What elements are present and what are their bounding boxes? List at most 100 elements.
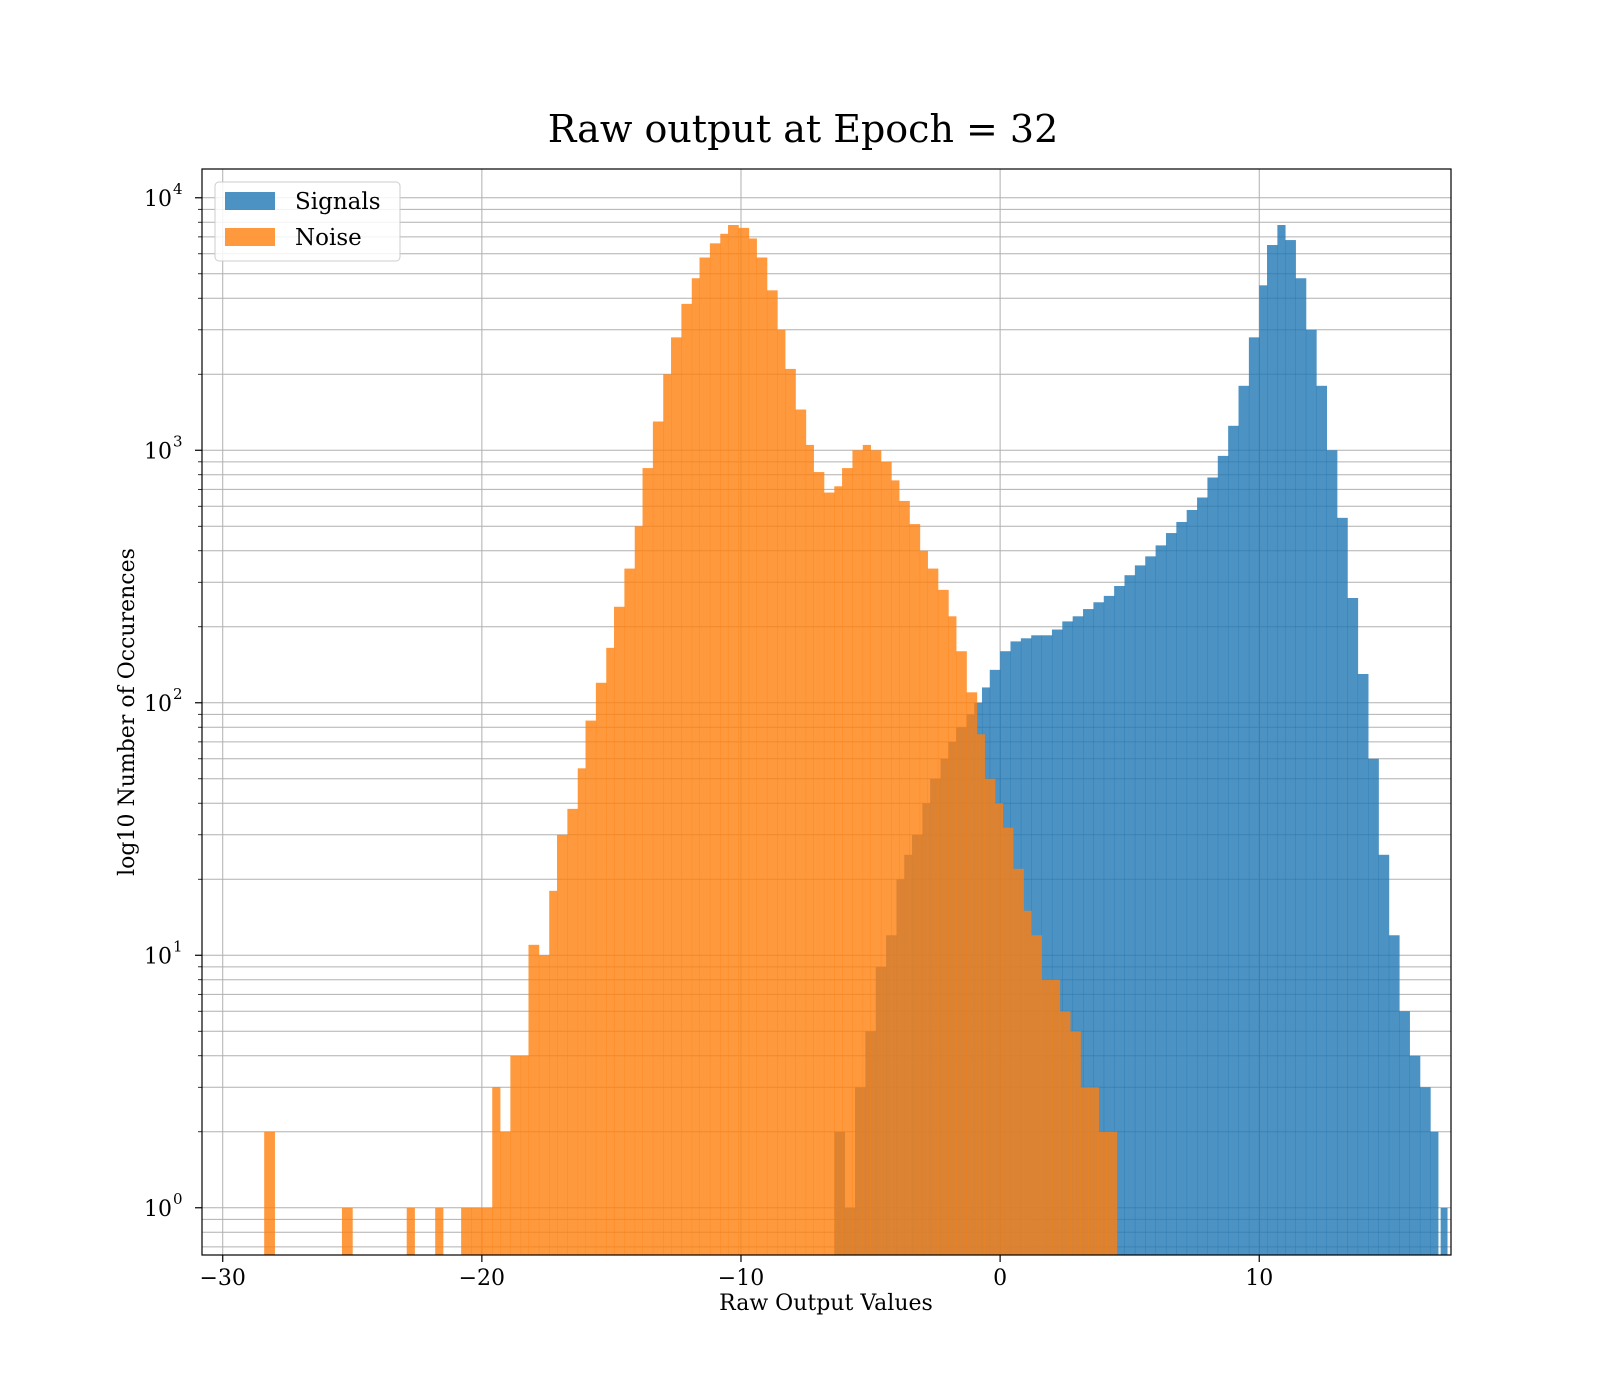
- bar-noise-14: [557, 834, 568, 1255]
- bar-noise-50: [899, 500, 910, 1255]
- bar-noise-37: [777, 329, 786, 1255]
- bar-noise-41: [813, 472, 825, 1255]
- bar-signals-23: [1051, 629, 1063, 1255]
- bar-signals-46: [1285, 240, 1296, 1256]
- y-tick-label-2: 10: [144, 692, 172, 717]
- bar-noise-19: [606, 647, 615, 1255]
- bar-signals-60: [1430, 1131, 1439, 1255]
- x-tick-label-1: −20: [459, 1266, 505, 1291]
- bar-signals-33: [1155, 545, 1167, 1255]
- bar-noise-46: [862, 444, 871, 1255]
- bar-signals-48: [1305, 329, 1317, 1255]
- y-tick-exponent-4: 4: [173, 180, 183, 198]
- bar-noise-65: [1041, 979, 1053, 1255]
- bar-signals-50: [1326, 450, 1338, 1256]
- bar-noise-34: [748, 238, 757, 1255]
- bar-noise-26: [671, 337, 682, 1256]
- bar-signals-34: [1165, 533, 1177, 1255]
- bar-noise-58: [976, 734, 985, 1255]
- bar-noise-17: [585, 720, 597, 1255]
- bar-noise-39: [795, 409, 807, 1255]
- bar-noise-5: [471, 1207, 483, 1255]
- x-tick-label-4: 10: [1245, 1266, 1273, 1291]
- bar-noise-45: [852, 450, 864, 1256]
- bar-noise-44: [842, 468, 853, 1256]
- bar-noise-36: [766, 290, 778, 1255]
- bar-noise-70: [1088, 1087, 1099, 1255]
- bar-noise-62: [1013, 868, 1024, 1255]
- bar-noise-31: [720, 233, 729, 1255]
- legend-label-noise: Noise: [295, 225, 362, 251]
- bar-noise-43: [834, 486, 843, 1256]
- bar-noise-51: [909, 524, 921, 1255]
- bar-noise-52: [919, 550, 928, 1255]
- bar-noise-6: [481, 1207, 493, 1255]
- bar-noise-68: [1070, 1031, 1081, 1255]
- bar-signals-36: [1186, 510, 1198, 1255]
- bar-noise-24: [652, 421, 664, 1255]
- bar-signals-54: [1368, 758, 1379, 1255]
- bar-signals-49: [1316, 385, 1328, 1255]
- bar-noise-60: [994, 803, 1004, 1255]
- bar-signals-43: [1259, 285, 1268, 1255]
- y-tick-exponent-3: 3: [173, 432, 183, 450]
- bar-noise-27: [681, 303, 693, 1255]
- bar-signals-51: [1336, 517, 1348, 1255]
- bar-noise-57: [966, 692, 978, 1255]
- bar-signals-59: [1419, 1087, 1431, 1255]
- plot-frame: [201, 168, 1452, 1256]
- bar-noise-49: [891, 480, 900, 1255]
- bar-signals-42: [1248, 337, 1260, 1256]
- bar-noise-0: [264, 1131, 275, 1255]
- bar-signals-56: [1388, 935, 1400, 1255]
- bar-signals-32: [1145, 556, 1156, 1255]
- y-tick-exponent-2: 2: [173, 685, 183, 703]
- legend-swatch-noise: [225, 228, 275, 246]
- bar-signals-30: [1124, 575, 1136, 1255]
- x-tick-label-3: 0: [993, 1266, 1007, 1291]
- bar-signals-26: [1083, 609, 1094, 1255]
- bar-noise-23: [642, 468, 654, 1256]
- bar-noise-9: [510, 1055, 522, 1255]
- bars: [264, 225, 1448, 1256]
- legend: Signals Noise: [214, 181, 401, 262]
- bar-noise-22: [634, 526, 643, 1255]
- bar-noise-47: [870, 450, 882, 1256]
- bar-signals-58: [1409, 1055, 1421, 1255]
- bar-signals-61: [1440, 1207, 1448, 1255]
- bar-noise-28: [691, 278, 700, 1256]
- bar-signals-28: [1103, 595, 1115, 1255]
- bar-signals-24: [1062, 621, 1074, 1255]
- bar-noise-1: [341, 1207, 353, 1255]
- bar-noise-35: [756, 257, 768, 1256]
- bar-noise-29: [699, 257, 711, 1256]
- bar-noise-33: [738, 227, 750, 1255]
- x-tick-label-2: −10: [718, 1266, 764, 1291]
- bar-noise-54: [937, 589, 949, 1255]
- bar-noise-4: [461, 1207, 472, 1255]
- bar-signals-38: [1207, 477, 1219, 1256]
- bar-signals-31: [1134, 565, 1146, 1255]
- bar-signals-45: [1277, 225, 1286, 1255]
- bar-noise-55: [948, 616, 957, 1255]
- bar-noise-21: [624, 568, 636, 1255]
- bar-noise-25: [663, 374, 672, 1255]
- bar-signals-27: [1093, 602, 1105, 1255]
- bar-signals-37: [1197, 497, 1208, 1255]
- bar-noise-11: [528, 944, 540, 1255]
- bar-noise-69: [1080, 1087, 1089, 1255]
- y-tick-label-1: 10: [144, 944, 172, 969]
- bar-noise-7: [492, 1087, 501, 1255]
- bar-noise-71: [1098, 1131, 1107, 1255]
- bar-signals-25: [1072, 616, 1084, 1255]
- bar-noise-13: [549, 890, 558, 1255]
- bar-noise-16: [577, 768, 586, 1255]
- bar-noise-20: [614, 606, 625, 1255]
- bar-noise-66: [1051, 979, 1061, 1255]
- bar-noise-2: [406, 1207, 415, 1255]
- bar-signals-29: [1114, 586, 1125, 1255]
- bar-noise-42: [823, 492, 835, 1255]
- bar-noise-59: [984, 778, 996, 1255]
